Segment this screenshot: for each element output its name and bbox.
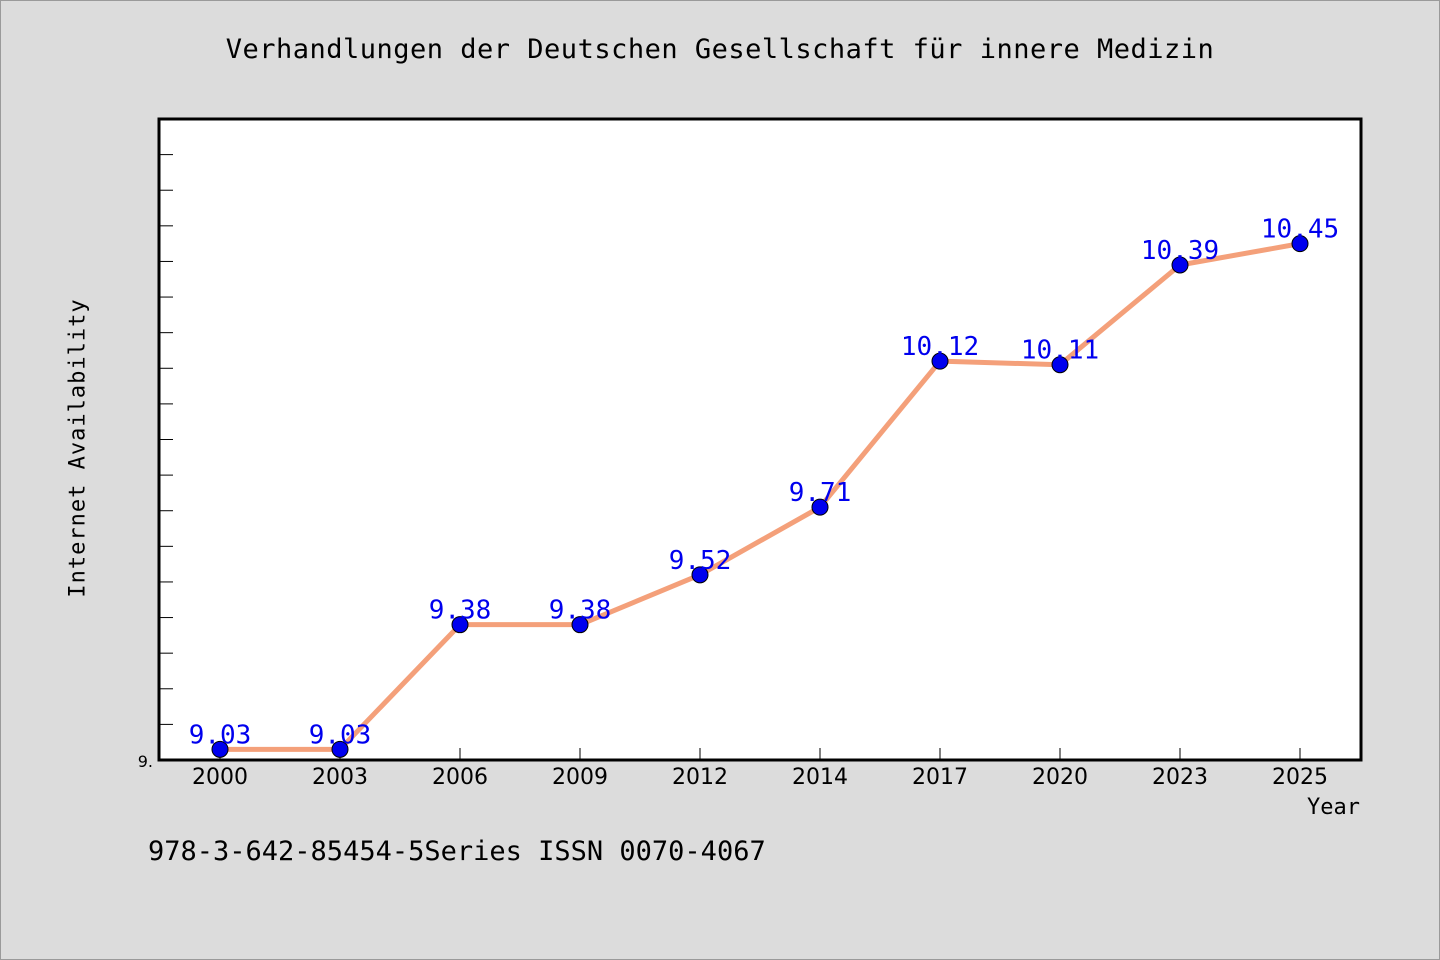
x-tick-label: 2012 (672, 765, 728, 790)
chart-title: Verhandlungen der Deutschen Gesellschaft… (225, 34, 1215, 65)
data-labels: 9.03 9.03 9.38 9.38 9.52 9.71 10.12 10.11 10.39 1… (189, 215, 1339, 751)
data-label: 10.11 (1021, 336, 1099, 366)
y-axis-ticks: 9. (138, 154, 173, 771)
x-axis-label: Year (1307, 795, 1360, 820)
series-line (217, 241, 1303, 752)
x-tick-label: 2023 (1152, 765, 1208, 790)
x-tick-label: 2003 (312, 765, 368, 790)
data-label: 10.45 (1261, 215, 1339, 245)
data-point (331, 740, 349, 758)
y-tick-label: 9. (138, 752, 153, 771)
data-label: 9.38 (549, 596, 612, 626)
data-point (211, 740, 229, 758)
data-point (931, 352, 949, 370)
data-point (451, 616, 469, 634)
data-label: 10.39 (1141, 236, 1219, 266)
data-label: 9.03 (309, 720, 372, 750)
series-line-group (217, 241, 1303, 752)
x-axis-ticks: 2000 2003 2006 2009 2012 2014 2017 2020 2023 2025 (192, 748, 1328, 790)
x-tick-label: 2025 (1272, 765, 1328, 790)
data-point (1051, 356, 1069, 374)
data-label: 9.71 (789, 478, 852, 508)
plot-area (157, 117, 1363, 762)
footer-isbn: 978-3-642-85454-5Series ISSN 0070-4067 (148, 836, 766, 867)
x-tick-label: 2009 (552, 765, 608, 790)
data-point (571, 616, 589, 634)
x-tick-label: 2014 (792, 765, 848, 790)
data-label: 9.03 (189, 720, 252, 750)
x-tick-label: 2006 (432, 765, 488, 790)
data-point (1171, 256, 1189, 274)
data-point (1291, 235, 1309, 253)
data-label: 9.38 (429, 596, 492, 626)
x-tick-label: 2020 (1032, 765, 1088, 790)
data-point (811, 498, 829, 516)
data-point (691, 566, 709, 584)
data-label: 9.52 (669, 546, 732, 576)
data-points (211, 235, 1309, 758)
data-label: 10.12 (901, 332, 979, 362)
x-tick-label: 2017 (912, 765, 968, 790)
x-tick-label: 2000 (192, 765, 248, 790)
